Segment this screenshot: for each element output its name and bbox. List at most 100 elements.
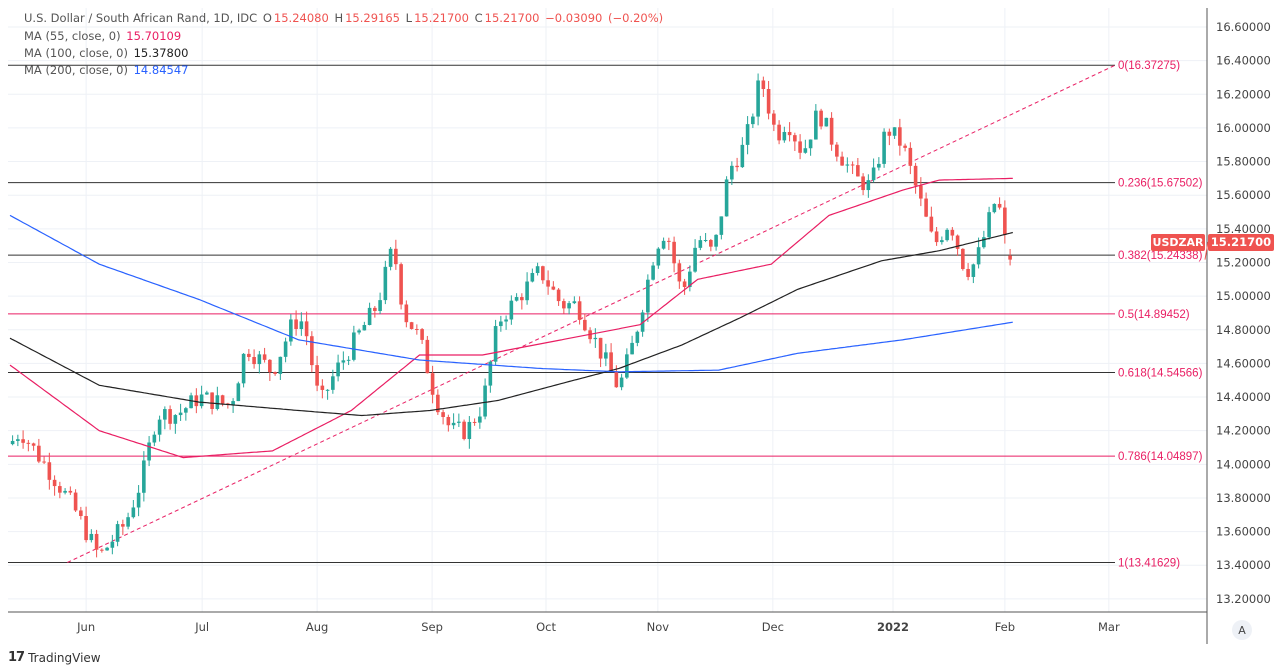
candle[interactable] <box>898 118 902 156</box>
candle[interactable] <box>252 349 256 369</box>
moving-average-line[interactable] <box>9 231 1013 417</box>
candle[interactable] <box>677 259 682 289</box>
candle[interactable] <box>882 128 886 168</box>
candle[interactable] <box>47 452 52 490</box>
candle[interactable] <box>934 226 939 246</box>
candle[interactable] <box>142 451 146 502</box>
price-axis[interactable] <box>1207 8 1279 644</box>
moving-average-line[interactable] <box>9 177 1013 459</box>
candle[interactable] <box>16 434 20 447</box>
candle[interactable] <box>835 142 839 162</box>
candle[interactable] <box>877 157 881 171</box>
candle[interactable] <box>37 438 41 464</box>
candle[interactable] <box>121 519 125 536</box>
candle[interactable] <box>709 238 713 252</box>
candle[interactable] <box>415 324 419 335</box>
candle[interactable] <box>283 337 288 363</box>
candle[interactable] <box>110 534 115 555</box>
candle[interactable] <box>63 488 67 495</box>
candle[interactable] <box>950 227 955 241</box>
candle[interactable] <box>236 381 241 402</box>
candle[interactable] <box>787 122 792 142</box>
candle[interactable] <box>226 402 230 409</box>
candle[interactable] <box>467 416 472 449</box>
candle[interactable] <box>499 315 503 332</box>
autoscale-button[interactable] <box>1232 620 1252 640</box>
candle[interactable] <box>42 456 46 465</box>
candle[interactable] <box>336 354 340 382</box>
candle[interactable] <box>163 406 167 430</box>
candle[interactable] <box>215 386 220 411</box>
candle[interactable] <box>929 206 934 233</box>
candle[interactable] <box>262 347 267 363</box>
candle[interactable] <box>52 475 57 496</box>
candle[interactable] <box>667 237 671 251</box>
candle[interactable] <box>530 268 535 283</box>
candle[interactable] <box>404 300 409 328</box>
candle[interactable] <box>94 529 99 558</box>
candle[interactable] <box>378 292 382 315</box>
candle[interactable] <box>520 293 524 310</box>
candle[interactable] <box>577 296 582 325</box>
candle[interactable] <box>735 157 739 172</box>
candle[interactable] <box>866 174 871 198</box>
candle[interactable] <box>992 203 997 214</box>
candle[interactable] <box>399 262 403 310</box>
candle[interactable] <box>782 126 787 143</box>
candle[interactable] <box>619 373 624 391</box>
candle[interactable] <box>199 385 204 409</box>
candle[interactable] <box>997 197 1002 210</box>
candle[interactable] <box>58 481 62 499</box>
candle[interactable] <box>829 112 834 151</box>
candle[interactable] <box>850 161 855 175</box>
candle[interactable] <box>178 403 183 421</box>
candle[interactable] <box>388 247 393 271</box>
candle[interactable] <box>814 104 818 140</box>
candle[interactable] <box>383 260 388 305</box>
candle[interactable] <box>472 418 477 426</box>
price-chart[interactable]: 16.60000 16.40000 16.20000 16.00000 15.80000… <box>8 8 1279 644</box>
candle[interactable] <box>793 132 797 151</box>
autoscale-label[interactable]: A <box>1238 624 1246 637</box>
candle[interactable] <box>100 548 104 553</box>
candle[interactable] <box>824 117 829 127</box>
candle[interactable] <box>241 353 246 388</box>
candle[interactable] <box>315 355 319 392</box>
candle[interactable] <box>661 237 666 250</box>
candle[interactable] <box>719 216 724 240</box>
candle[interactable] <box>583 313 587 332</box>
candle[interactable] <box>955 234 960 256</box>
candle[interactable] <box>693 239 697 273</box>
candle[interactable] <box>609 343 613 372</box>
candle[interactable] <box>446 414 451 432</box>
candle[interactable] <box>541 265 545 284</box>
candle[interactable] <box>940 236 944 245</box>
candle[interactable] <box>504 315 508 330</box>
candle[interactable] <box>808 139 813 156</box>
candle[interactable] <box>194 388 199 414</box>
candle[interactable] <box>698 235 703 251</box>
candle[interactable] <box>656 247 661 269</box>
candle[interactable] <box>10 435 15 446</box>
candle[interactable] <box>157 415 162 442</box>
candle[interactable] <box>740 137 745 168</box>
candle[interactable] <box>887 128 892 146</box>
candle[interactable] <box>341 351 346 370</box>
candle[interactable] <box>488 360 493 393</box>
candle[interactable] <box>420 328 424 344</box>
candle[interactable] <box>919 177 923 207</box>
candle[interactable] <box>493 319 498 366</box>
candle[interactable] <box>845 157 850 173</box>
candle[interactable] <box>68 486 73 495</box>
candle[interactable] <box>441 409 445 425</box>
candle[interactable] <box>409 321 414 330</box>
ma200-legend[interactable]: MA (200, close, 0) 14.84547 <box>24 63 190 77</box>
candle[interactable] <box>751 113 755 129</box>
candle[interactable] <box>798 134 802 160</box>
candle[interactable] <box>646 274 650 322</box>
candle[interactable] <box>961 248 965 271</box>
candle[interactable] <box>373 306 377 318</box>
candle[interactable] <box>556 288 561 306</box>
candle[interactable] <box>31 442 36 451</box>
candle[interactable] <box>21 430 25 449</box>
